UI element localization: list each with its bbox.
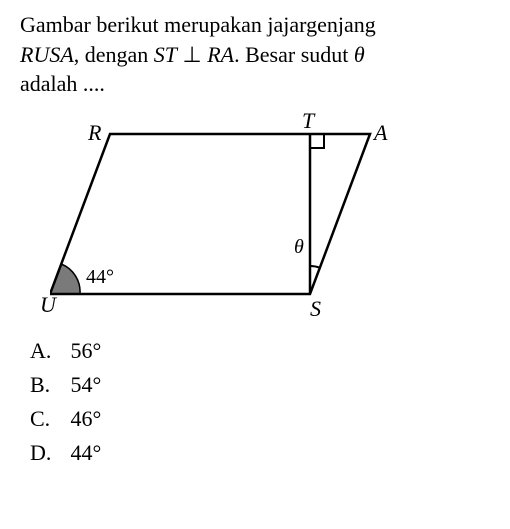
label-theta: θ (294, 236, 304, 259)
q-dengan: , dengan (74, 42, 154, 67)
option-b-value: 54° (71, 372, 102, 397)
option-b: B. 54° (30, 368, 490, 402)
q-perp: ⊥ (177, 42, 207, 67)
label-angle-u: 44° (86, 266, 114, 289)
q-rusa: RUSA (20, 42, 74, 67)
right-angle-marker (310, 134, 324, 148)
option-d-letter: D. (30, 436, 65, 470)
option-d-value: 44° (71, 440, 102, 465)
theta-arc (310, 266, 320, 268)
option-c: C. 46° (30, 402, 490, 436)
q-adalah: adalah .... (20, 71, 105, 96)
label-r: R (88, 120, 101, 146)
option-a-value: 56° (71, 338, 102, 363)
option-b-letter: B. (30, 368, 65, 402)
label-s: S (310, 296, 321, 322)
options: A. 56° B. 54° C. 46° D. 44° (30, 334, 490, 470)
q-st: ST (154, 42, 177, 67)
diagram: R T A U S 44° θ (50, 114, 410, 324)
q-line1: Gambar berikut merupakan jajargenjang (20, 12, 376, 37)
diagram-svg (50, 114, 410, 324)
q-ra: RA (207, 42, 234, 67)
option-c-letter: C. (30, 402, 65, 436)
label-t: T (302, 108, 314, 134)
option-d: D. 44° (30, 436, 490, 470)
option-c-value: 46° (71, 406, 102, 431)
option-a: A. 56° (30, 334, 490, 368)
q-besar: . Besar sudut (234, 42, 354, 67)
label-a: A (374, 120, 387, 146)
q-theta: θ (354, 42, 365, 67)
label-u: U (40, 292, 56, 318)
option-a-letter: A. (30, 334, 65, 368)
question-text: Gambar berikut merupakan jajargenjang RU… (20, 10, 490, 99)
